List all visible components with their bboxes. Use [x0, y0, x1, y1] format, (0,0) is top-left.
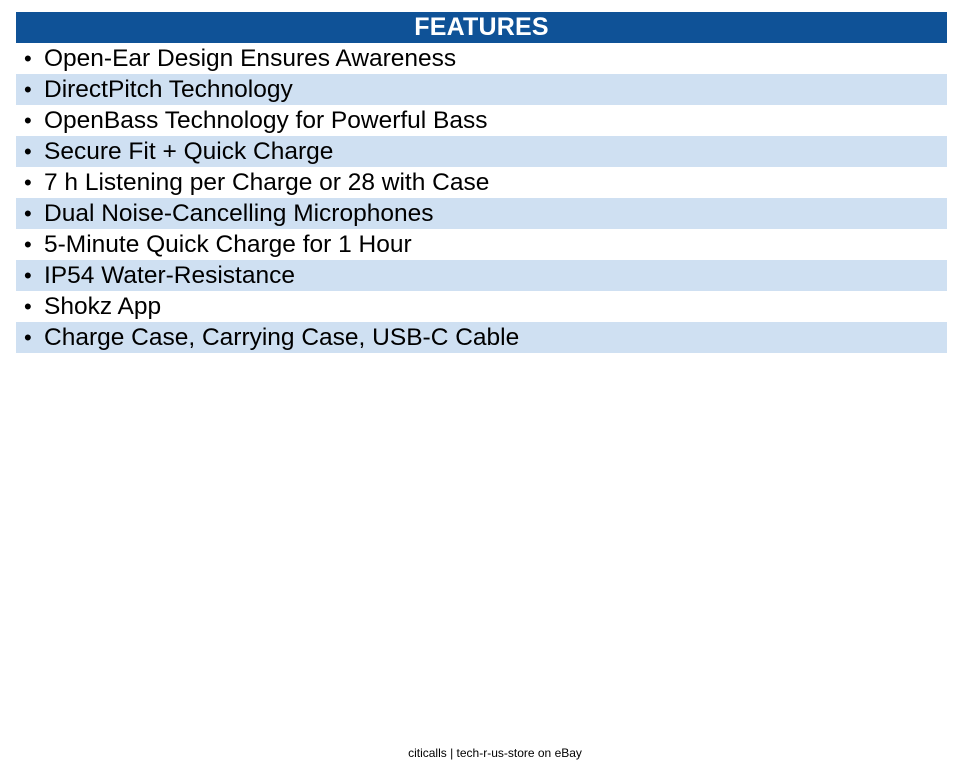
bullet-icon: •	[24, 170, 32, 195]
feature-text: Open-Ear Design Ensures Awareness	[44, 45, 457, 72]
feature-list: • Open-Ear Design Ensures Awareness • Di…	[16, 43, 947, 353]
feature-item: • Open-Ear Design Ensures Awareness	[16, 43, 947, 74]
feature-text: 5-Minute Quick Charge for 1 Hour	[44, 231, 412, 258]
feature-item: • 5-Minute Quick Charge for 1 Hour	[16, 229, 947, 260]
bullet-icon: •	[24, 263, 32, 288]
feature-item: • OpenBass Technology for Powerful Bass	[16, 105, 947, 136]
footer-credit: citicalls | tech-r-us-store on eBay	[408, 746, 582, 760]
feature-item: • Shokz App	[16, 291, 947, 322]
feature-text: OpenBass Technology for Powerful Bass	[44, 107, 488, 134]
bullet-icon: •	[24, 232, 32, 257]
bullet-icon: •	[24, 325, 32, 350]
feature-item: • 7 h Listening per Charge or 28 with Ca…	[16, 167, 947, 198]
features-header: FEATURES	[16, 12, 947, 43]
feature-item: • Dual Noise-Cancelling Microphones	[16, 198, 947, 229]
feature-text: Charge Case, Carrying Case, USB-C Cable	[44, 324, 520, 351]
bullet-icon: •	[24, 139, 32, 164]
feature-item: • Secure Fit + Quick Charge	[16, 136, 947, 167]
feature-text: Shokz App	[44, 293, 162, 320]
feature-item: • Charge Case, Carrying Case, USB-C Cabl…	[16, 322, 947, 353]
feature-text: IP54 Water-Resistance	[44, 262, 295, 289]
bullet-icon: •	[24, 77, 32, 102]
bullet-icon: •	[24, 46, 32, 71]
bullet-icon: •	[24, 294, 32, 319]
feature-text: Dual Noise-Cancelling Microphones	[44, 200, 434, 227]
feature-text: DirectPitch Technology	[44, 76, 293, 103]
bullet-icon: •	[24, 201, 32, 226]
features-table: FEATURES • Open-Ear Design Ensures Aware…	[16, 12, 947, 353]
feature-text: 7 h Listening per Charge or 28 with Case	[44, 169, 490, 196]
bullet-icon: •	[24, 108, 32, 133]
feature-item: • IP54 Water-Resistance	[16, 260, 947, 291]
feature-item: • DirectPitch Technology	[16, 74, 947, 105]
feature-text: Secure Fit + Quick Charge	[44, 138, 334, 165]
